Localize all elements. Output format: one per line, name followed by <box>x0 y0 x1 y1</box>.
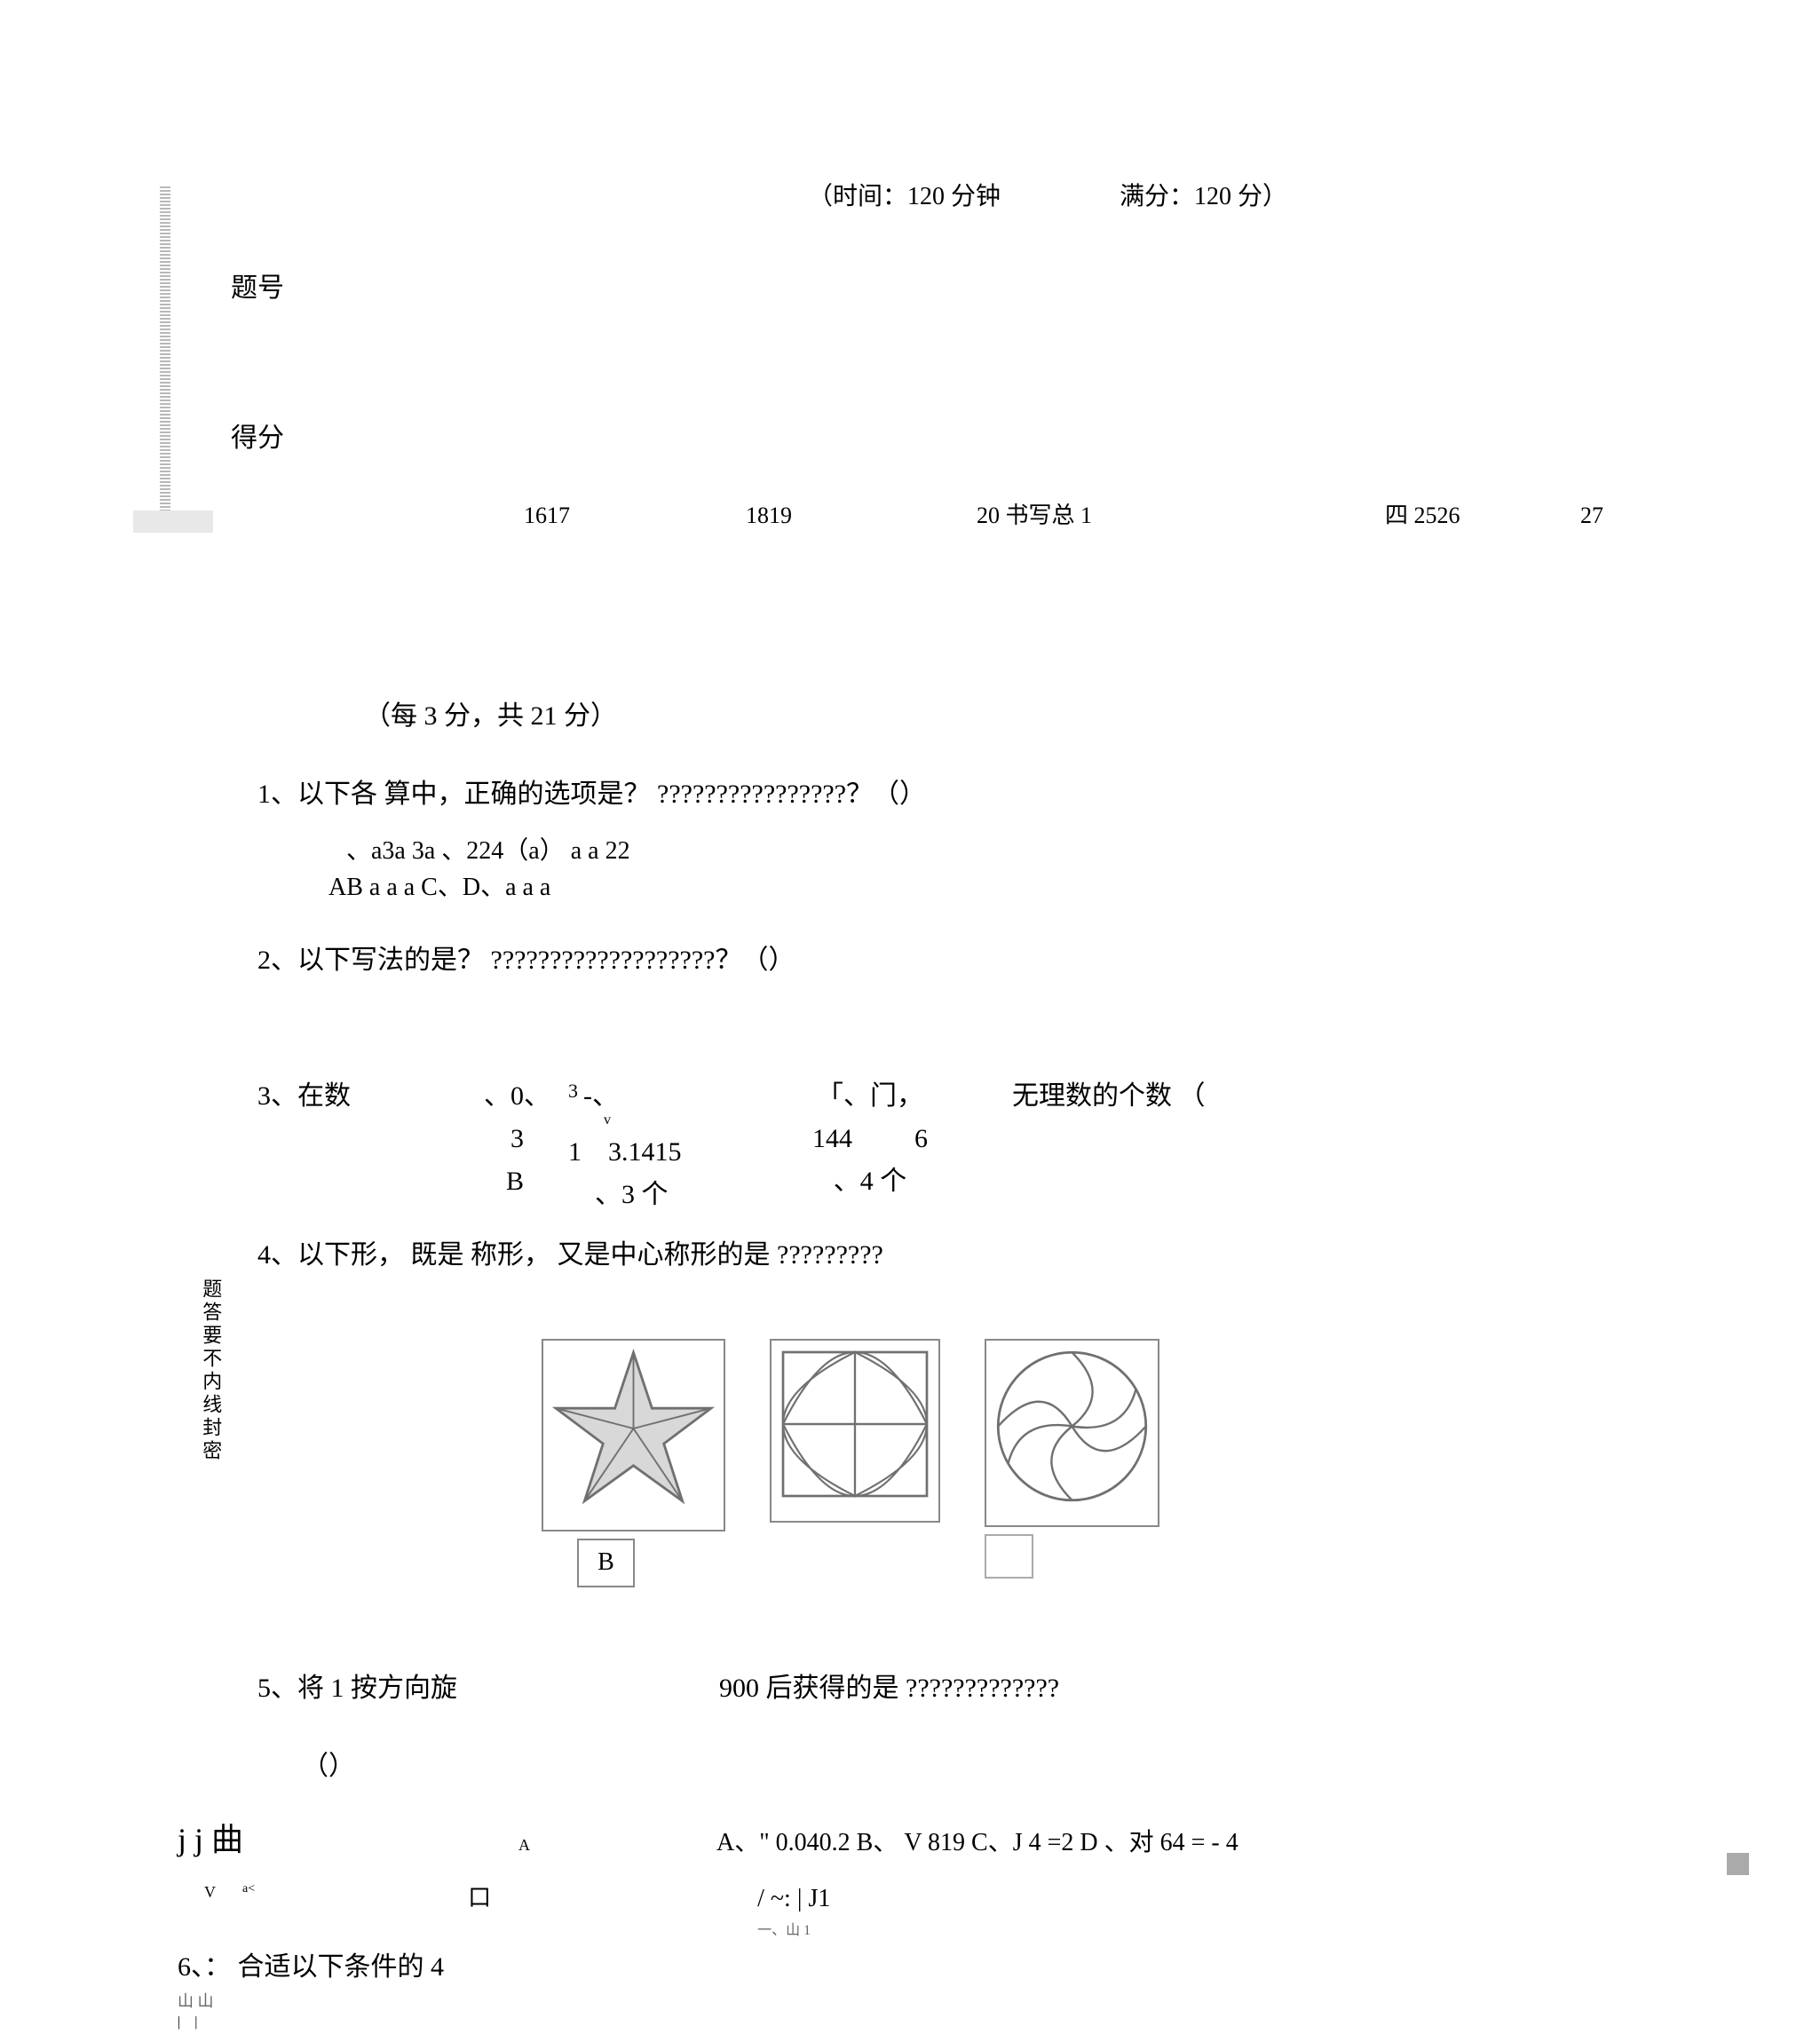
row-label-question: 题号 <box>231 271 293 305</box>
q3-row2b: 1 <box>568 1131 582 1174</box>
q3-seg2-mid: -、 <box>583 1075 619 1118</box>
exam-header: （时间：120 分钟 满分：120 分） <box>408 178 1687 218</box>
col-1617: 1617 <box>524 497 570 534</box>
q3-seg2-sub: v <box>604 1109 728 1132</box>
question-5: 5、将 1 按方向旋 900 后获得的是 ????????????? <box>257 1667 1687 1710</box>
question-3: 3、在数 、0、 3 B 3 -、 v 1 3.1415 、3 个 「、门， 1… <box>257 1075 1687 1217</box>
section-points: （每 3 分，共 21 分） <box>364 695 1687 738</box>
answer-options: A、" 0.040.2 B、 V 819 C、J 4 =2 D 、对 64 = … <box>716 1824 1238 1864</box>
time-label: （时间：120 分钟 <box>808 183 1001 210</box>
shapes-row: B <box>542 1339 1687 1587</box>
q3-seg3: 「、门， <box>746 1075 994 1118</box>
q1-line1: 、a3a 3a 、224（a） a a 22 <box>346 834 1687 868</box>
binding-edge-decoration <box>160 186 170 515</box>
box-char: 口 <box>468 1880 491 1942</box>
shape-petals <box>770 1339 940 1523</box>
petals-icon <box>775 1344 935 1504</box>
a-small: a< <box>242 1882 255 1895</box>
question-4: 4、以下形， 既是 称形， 又是中心称形的是 ????????? <box>257 1234 1687 1277</box>
tilde2-text: 一、山 1 <box>757 1919 830 1943</box>
q3-prefix: 3、在数 <box>257 1075 400 1118</box>
shape-star: B <box>542 1339 725 1587</box>
q1-line2: AB a a a C、D、a a a <box>328 868 1687 908</box>
question-6: 6、： 合适以下条件的 4 山 山 | | <box>178 1946 1687 2033</box>
q1-text: 1、以下各 算中，正确的选项是？ ????????????????？（） <box>257 773 1687 816</box>
small-a: A <box>518 1832 530 1858</box>
score-table: 题号 得分 <box>231 253 1687 482</box>
col-20: 20 书写总 1 <box>977 497 1092 534</box>
q3-row3c: 、4 个 <box>746 1160 994 1203</box>
q3-row2d: 144 <box>812 1118 852 1160</box>
q3-seg1: 、0、 <box>417 1075 550 1118</box>
seal-line-text: 题答要不内线封密 <box>195 1278 226 1463</box>
row-label-score: 得分 <box>231 421 293 455</box>
bottom-area: j j 曲 A A、" 0.040.2 B、 V 819 C、J 4 =2 D … <box>178 1815 1687 1942</box>
q4-text: 4、以下形， 既是 称形， 又是中心称形的是 ????????? <box>257 1234 1687 1277</box>
q6-text: 6、： 合适以下条件的 4 <box>178 1946 1687 1989</box>
q3-row2c: 3.1415 <box>608 1131 682 1174</box>
jj-text: j j 曲 <box>178 1815 243 1866</box>
star-icon <box>547 1344 720 1513</box>
q3-row2e: 6 <box>914 1118 928 1160</box>
question-2: 2、以下写法的是？ ???????????????????？（） <box>257 939 1687 982</box>
q5-right: 900 后获得的是 ????????????? <box>719 1667 1059 1710</box>
q3-row3b: 、3 个 <box>595 1174 728 1216</box>
grey-patch-decoration <box>133 510 213 533</box>
question-1: 1、以下各 算中，正确的选项是？ ????????????????？（） 、a3… <box>257 773 1687 908</box>
col-27: 27 <box>1580 497 1603 534</box>
v-small: V <box>204 1883 216 1901</box>
shape-pinwheel <box>985 1339 1159 1579</box>
shape-label-empty <box>985 1534 1033 1579</box>
q3-seg2-top: 3 <box>568 1075 578 1106</box>
q3-seg4: 无理数的个数 （ <box>1012 1075 1206 1118</box>
q3-row2a: 3 <box>417 1118 524 1160</box>
paren: （） <box>302 1745 1687 1788</box>
col-2526: 四 2526 <box>1385 497 1460 534</box>
pinwheel-icon <box>990 1344 1154 1508</box>
q3-row3a: B <box>417 1160 524 1203</box>
q2-text: 2、以下写法的是？ ???????????????????？（） <box>257 939 1687 982</box>
shape-label-b: B <box>577 1539 635 1587</box>
tilde-text: / ~: | J1 <box>757 1880 830 1919</box>
col-1819: 1819 <box>746 497 792 534</box>
full-score-label: 满分：120 分） <box>1120 183 1287 210</box>
q5-left: 5、将 1 按方向旋 <box>257 1667 719 1710</box>
grey-square-footer <box>1727 1853 1749 1875</box>
